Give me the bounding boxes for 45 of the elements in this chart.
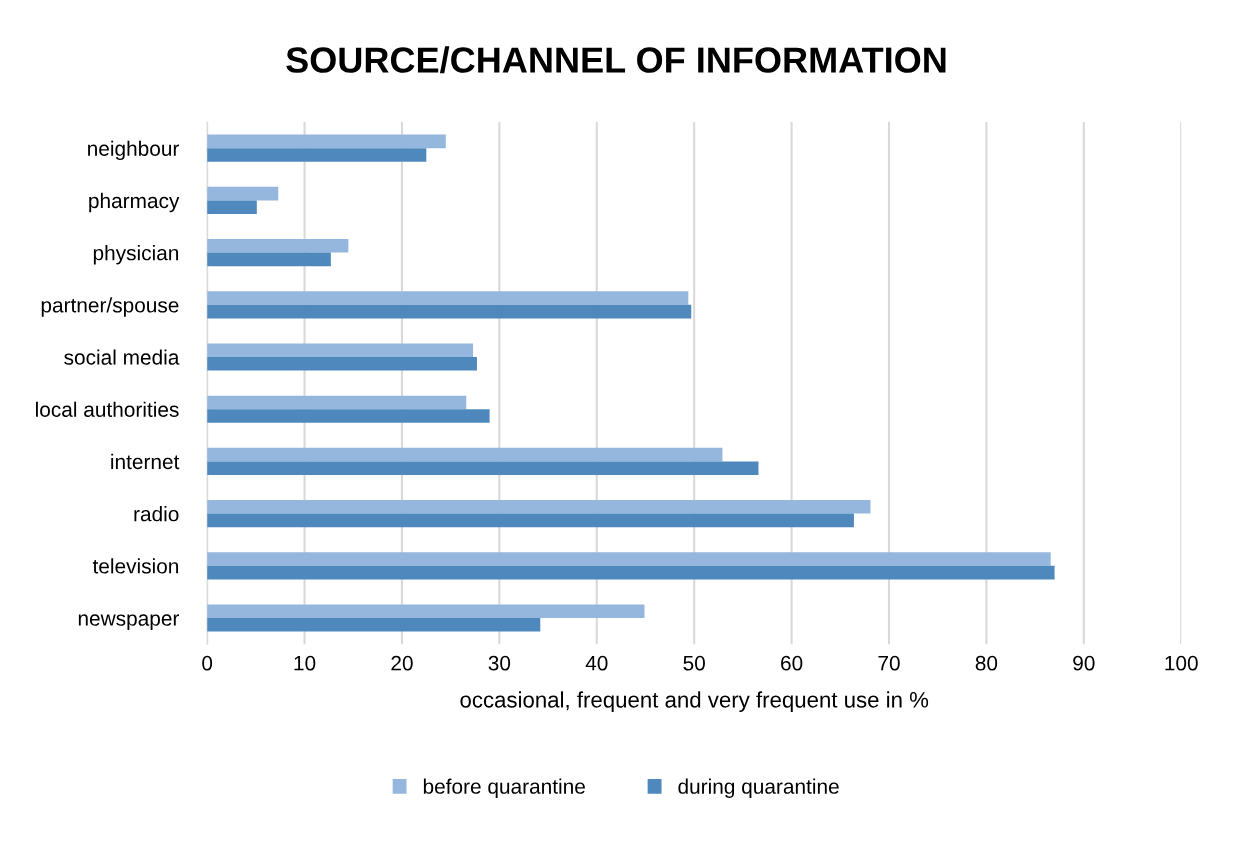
x-tick-label: 60 [781,655,803,671]
bar [207,461,759,475]
y-tick-label: local authorities [36,401,179,417]
y-tick-label: newspaper [78,614,180,630]
legend-label: during quarantine [678,778,839,798]
bar [207,239,349,253]
bar [207,343,474,358]
x-tick-label: 20 [391,655,413,671]
y-tick-label: pharmacy [89,192,180,213]
x-tick-label: 10 [294,655,316,671]
bar [207,200,257,214]
y-tick-label: physician [93,245,179,265]
y-tick-label: television [92,558,179,574]
bar [207,395,467,410]
bar [207,357,477,371]
x-tick-label: 100 [1165,655,1198,671]
bar [207,148,427,162]
bar [207,291,689,305]
bar [207,186,279,201]
x-tick-label: 30 [488,655,511,671]
x-tick-label: 50 [683,655,705,671]
y-tick-label: radio [134,506,179,522]
bar [207,604,645,619]
x-tick-label: 70 [878,655,900,671]
bar [207,618,541,632]
bar [207,409,490,423]
bar [207,134,446,149]
bar [207,565,1055,580]
bar [207,513,854,528]
y-tick-label: neighbour [88,140,180,161]
bar [207,552,1051,566]
chart-title: SOURCE/CHANNEL OF INFORMATION [286,46,946,74]
y-tick-label: social media [64,349,180,365]
legend-label: before quarantine [423,778,585,798]
y-tick-label: internet [111,453,180,470]
x-tick-label: 90 [1073,655,1095,671]
y-tick-label: partner/spouse [41,297,179,317]
x-tick-label: 80 [975,655,998,671]
bar [207,252,331,267]
x-tick-label: 40 [585,655,608,671]
bar [207,447,723,462]
bar [207,304,692,319]
bar [207,500,871,514]
x-axis-title: occasional, frequent and very frequent use in % [460,691,929,713]
x-tick-label: 0 [202,655,213,671]
